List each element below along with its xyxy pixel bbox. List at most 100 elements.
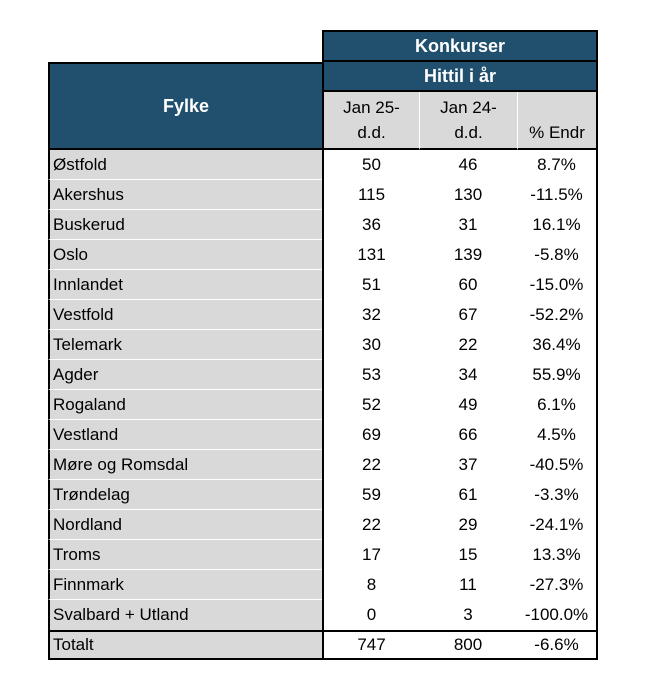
col-header-jan24: Jan 24- d.d. (419, 92, 517, 150)
value-cell: 11 (419, 570, 517, 600)
value-cell: 66 (419, 420, 517, 450)
value-cell: 49 (419, 390, 517, 420)
fylke-cell: Vestfold (48, 300, 322, 330)
value-cell: 6.1% (517, 390, 598, 420)
value-cell: -5.8% (517, 240, 598, 270)
value-cell: 13.3% (517, 540, 598, 570)
table-row: Agder 53 34 55.9% (48, 360, 598, 390)
header-right: Hittil i år Jan 25- d.d. Jan 24- d.d. % … (322, 62, 598, 150)
table-row: Finnmark 8 11 -27.3% (48, 570, 598, 600)
table-row: Nordland 22 29 -24.1% (48, 510, 598, 540)
table-subtitle: Hittil i år (322, 62, 598, 92)
value-cell: 16.1% (517, 210, 598, 240)
value-cell: 59 (322, 480, 419, 510)
fylke-cell: Troms (48, 540, 322, 570)
fylke-cell: Vestland (48, 420, 322, 450)
table-row: Oslo 131 139 -5.8% (48, 240, 598, 270)
value-cell: 69 (322, 420, 419, 450)
value-cell: 53 (322, 360, 419, 390)
total-value-cell: -6.6% (517, 630, 598, 660)
fylke-cell: Finnmark (48, 570, 322, 600)
fylke-cell: Telemark (48, 330, 322, 360)
col-header-line: Jan 24- (440, 98, 497, 117)
col-header-endr: % Endr (517, 92, 598, 150)
value-cell: 50 (322, 150, 419, 180)
fylke-cell: Innlandet (48, 270, 322, 300)
value-cell: 130 (419, 180, 517, 210)
table-row: Telemark 30 22 36.4% (48, 330, 598, 360)
total-row: Totalt 747 800 -6.6% (48, 630, 598, 660)
value-cell: -52.2% (517, 300, 598, 330)
fylke-cell: Rogaland (48, 390, 322, 420)
value-cell: -27.3% (517, 570, 598, 600)
table-row: Svalbard + Utland 0 3 -100.0% (48, 600, 598, 630)
title-row: Konkurser (322, 30, 598, 62)
fylke-cell: Møre og Romsdal (48, 450, 322, 480)
value-cell: 22 (419, 330, 517, 360)
fylke-cell: Nordland (48, 510, 322, 540)
table-row: Rogaland 52 49 6.1% (48, 390, 598, 420)
table-row: Vestfold 32 67 -52.2% (48, 300, 598, 330)
col-header-jan25: Jan 25- d.d. (322, 92, 419, 150)
value-cell: -3.3% (517, 480, 598, 510)
value-cell: -11.5% (517, 180, 598, 210)
value-cell: 36 (322, 210, 419, 240)
value-cell: -40.5% (517, 450, 598, 480)
fylke-cell: Agder (48, 360, 322, 390)
fylke-cell: Oslo (48, 240, 322, 270)
value-cell: 4.5% (517, 420, 598, 450)
value-cell: 30 (322, 330, 419, 360)
value-cell: 3 (419, 600, 517, 630)
col-header-line: d.d. (454, 123, 483, 142)
value-cell: 67 (419, 300, 517, 330)
value-cell: 46 (419, 150, 517, 180)
table-row: Innlandet 51 60 -15.0% (48, 270, 598, 300)
table-title: Konkurser (322, 30, 598, 62)
fylke-cell: Østfold (48, 150, 322, 180)
value-cell: 52 (322, 390, 419, 420)
total-value-cell: 800 (419, 630, 517, 660)
value-cell: 29 (419, 510, 517, 540)
fylke-cell: Svalbard + Utland (48, 600, 322, 630)
col-header-line: d.d. (357, 123, 386, 142)
value-cell: 22 (322, 450, 419, 480)
table-body: Østfold 50 46 8.7% Akershus 115 130 -11.5% Buske… (48, 150, 598, 630)
value-cell: 37 (419, 450, 517, 480)
value-cell: -100.0% (517, 600, 598, 630)
konkurser-table: Konkurser Fylke Hittil i år Jan 25- d.d.… (48, 30, 598, 660)
value-cell: 15 (419, 540, 517, 570)
value-cell: 34 (419, 360, 517, 390)
table-row: Akershus 115 130 -11.5% (48, 180, 598, 210)
fylke-cell: Akershus (48, 180, 322, 210)
value-cell: 131 (322, 240, 419, 270)
value-cell: 36.4% (517, 330, 598, 360)
value-cell: 22 (322, 510, 419, 540)
value-cell: 61 (419, 480, 517, 510)
fylke-cell: Trøndelag (48, 480, 322, 510)
value-cell: 0 (322, 600, 419, 630)
value-cell: 8 (322, 570, 419, 600)
value-cell: 115 (322, 180, 419, 210)
value-cell: 32 (322, 300, 419, 330)
value-cell: 17 (322, 540, 419, 570)
table-row: Troms 17 15 13.3% (48, 540, 598, 570)
value-cell: 55.9% (517, 360, 598, 390)
table-row: Vestland 69 66 4.5% (48, 420, 598, 450)
table-row: Østfold 50 46 8.7% (48, 150, 598, 180)
col-header-line: Jan 25- (343, 98, 400, 117)
header-row: Fylke Hittil i år Jan 25- d.d. Jan 24- d… (48, 62, 598, 150)
column-header-row: Jan 25- d.d. Jan 24- d.d. % Endr (322, 92, 598, 150)
table-row: Trøndelag 59 61 -3.3% (48, 480, 598, 510)
total-label-cell: Totalt (48, 630, 322, 660)
value-cell: 51 (322, 270, 419, 300)
table-row: Møre og Romsdal 22 37 -40.5% (48, 450, 598, 480)
value-cell: 31 (419, 210, 517, 240)
value-cell: 139 (419, 240, 517, 270)
value-cell: -24.1% (517, 510, 598, 540)
col-header-line: % Endr (529, 123, 585, 142)
table-row: Buskerud 36 31 16.1% (48, 210, 598, 240)
value-cell: -15.0% (517, 270, 598, 300)
total-value-cell: 747 (322, 630, 419, 660)
fylke-cell: Buskerud (48, 210, 322, 240)
